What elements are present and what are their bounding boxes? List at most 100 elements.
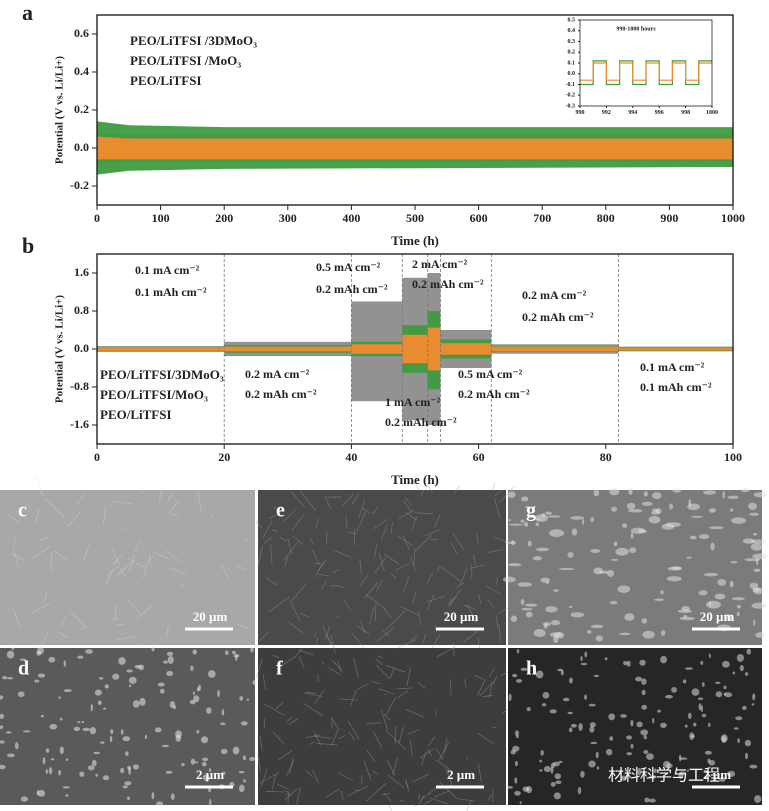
texture	[305, 691, 317, 694]
texture	[369, 607, 375, 625]
texture	[498, 624, 501, 643]
texture	[321, 661, 325, 665]
texture	[314, 733, 322, 746]
texture	[749, 512, 760, 516]
annotation: 0.2 mA cm⁻²	[522, 288, 587, 302]
texture	[387, 774, 405, 788]
texture	[181, 763, 185, 767]
texture	[698, 590, 708, 596]
texture	[375, 578, 384, 592]
texture	[68, 608, 86, 628]
texture	[6, 753, 15, 758]
texture	[87, 765, 95, 771]
image-label: c	[18, 500, 27, 522]
texture	[755, 632, 765, 638]
texture	[106, 566, 119, 576]
texture	[5, 731, 12, 734]
texture	[40, 714, 45, 718]
texture	[745, 752, 749, 760]
texture	[414, 534, 432, 552]
texture	[85, 649, 93, 654]
texture	[112, 673, 120, 680]
texture	[13, 536, 17, 546]
texture	[730, 560, 738, 564]
texture	[749, 764, 758, 769]
texture	[502, 576, 516, 583]
y-axis-label: Potential (V vs. Li/Li+)	[54, 56, 66, 164]
texture	[567, 711, 573, 715]
texture	[411, 774, 429, 783]
texture	[683, 614, 688, 619]
annotation: 0.1 mA cm⁻²	[135, 263, 200, 277]
texture	[427, 736, 436, 747]
texture	[540, 750, 544, 756]
texture	[273, 731, 286, 745]
texture	[166, 550, 181, 563]
texture	[385, 665, 406, 673]
texture	[287, 538, 293, 555]
texture	[636, 721, 643, 728]
texture	[257, 545, 264, 566]
texture	[735, 716, 743, 721]
texture	[622, 523, 628, 528]
texture	[325, 625, 331, 640]
texture	[406, 667, 411, 686]
texture	[339, 698, 359, 701]
texture	[700, 660, 704, 665]
texture	[338, 735, 346, 740]
texture	[686, 769, 690, 772]
texture	[347, 785, 368, 797]
texture	[549, 709, 557, 714]
image-label: e	[276, 500, 285, 522]
texture	[477, 763, 482, 783]
texture	[67, 511, 81, 527]
y-tick-label: 1.6	[74, 265, 89, 279]
texture	[449, 589, 462, 605]
legend-entry: PEO/LiTFSI/MoO₃	[100, 387, 208, 402]
texture	[255, 659, 263, 678]
texture	[65, 758, 69, 761]
texture	[478, 594, 482, 604]
texture	[435, 759, 450, 770]
texture	[641, 678, 647, 685]
texture	[754, 795, 762, 803]
x-tick-label: 80	[600, 450, 612, 464]
image-bg	[0, 490, 255, 645]
texture	[103, 707, 107, 710]
texture	[284, 788, 298, 801]
texture	[116, 623, 126, 626]
x-tick-label: 998	[681, 110, 690, 116]
texture	[542, 691, 550, 699]
annotation: 2 mA cm⁻²	[412, 257, 468, 271]
texture	[399, 799, 404, 803]
texture	[669, 503, 673, 510]
texture	[132, 764, 139, 770]
texture	[421, 751, 427, 766]
texture	[232, 746, 240, 755]
series-line	[580, 62, 712, 81]
texture	[31, 603, 50, 614]
texture	[112, 554, 123, 565]
texture	[703, 490, 716, 495]
sem-image: g 20 µm	[502, 487, 768, 645]
texture	[665, 694, 673, 699]
texture	[448, 597, 452, 607]
texture	[34, 679, 40, 683]
texture	[508, 563, 522, 567]
texture	[429, 797, 448, 805]
texture	[405, 708, 424, 718]
texture	[375, 658, 383, 666]
texture	[727, 770, 736, 777]
legend-entry: PEO/LiTFSI /3DMoO₃	[130, 33, 257, 48]
texture	[356, 625, 370, 635]
texture	[453, 485, 460, 495]
texture	[217, 689, 220, 698]
texture	[438, 742, 450, 761]
sem-image: h 2 µm	[506, 648, 762, 805]
texture	[11, 553, 24, 561]
texture	[385, 610, 406, 631]
texture	[553, 589, 559, 592]
texture	[737, 738, 740, 744]
texture	[132, 700, 140, 708]
texture	[682, 679, 687, 684]
